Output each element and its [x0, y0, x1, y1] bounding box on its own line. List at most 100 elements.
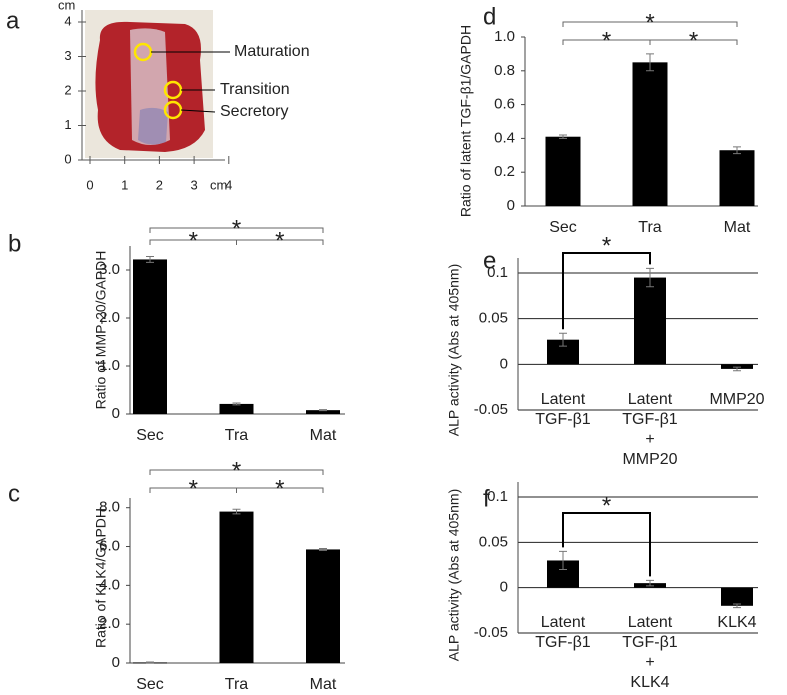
y-tick-label: -0.05: [474, 401, 508, 418]
y-tick-label: 0.1: [487, 488, 508, 505]
significance-mark: *: [189, 475, 198, 502]
significance-mark: *: [689, 27, 698, 54]
ruler-label: 3: [190, 177, 197, 192]
bar: [545, 136, 581, 206]
error-bar: [559, 134, 567, 139]
x-tick-label: Tra: [225, 676, 249, 693]
bar: [306, 549, 340, 663]
photo-panel: a Maturation Transition Secretory cm cm: [6, 0, 310, 192]
bar: [721, 587, 753, 606]
significance-mark: *: [602, 492, 611, 519]
y-axis-label: Ratio of KLK4/GAPDH: [93, 508, 109, 648]
significance-bracket: [649, 39, 738, 45]
ruler-label: 1: [64, 117, 71, 132]
panel-label: b: [8, 230, 21, 257]
y-tick-label: 0: [112, 654, 120, 671]
error-bar: [646, 579, 654, 587]
x-tick-label: Sec: [549, 219, 577, 236]
y-tick-label: 0.05: [479, 310, 508, 327]
x-tick-label: Latent TGF-β1 + KLK4: [622, 614, 678, 691]
x-tick-label: Latent TGF-β1: [535, 614, 591, 651]
y-tick-label: 6.0: [99, 537, 120, 554]
region-label: Secretory: [220, 103, 288, 120]
x-tick-label: Mat: [724, 219, 751, 236]
error-bar: [319, 547, 327, 551]
y-tick-label: 0.05: [479, 533, 508, 550]
y-tick-label: 1.0: [99, 357, 120, 374]
panel-label: e: [483, 247, 496, 274]
error-bar: [146, 256, 154, 263]
region-label: Transition: [220, 81, 290, 98]
y-axis-label: ALP activity (Abs at 405nm): [446, 489, 462, 661]
significance-bracket: [562, 21, 738, 27]
ruler-label: 0: [86, 177, 93, 192]
significance-mark: *: [602, 27, 611, 54]
y-tick-label: 0: [507, 197, 515, 214]
error-bar: [559, 332, 567, 347]
ruler-label: 4: [64, 13, 71, 28]
significance-mark: *: [645, 9, 654, 36]
y-tick-label: 0.8: [494, 62, 515, 79]
significance-mark: *: [232, 215, 241, 242]
significance-mark: *: [275, 227, 284, 254]
bar: [719, 150, 755, 206]
significance-mark: *: [602, 232, 611, 259]
significance-bracket: [562, 252, 651, 330]
ruler-label: 4: [225, 177, 232, 192]
bar: [306, 410, 340, 414]
panel-label: a: [6, 7, 20, 34]
panel-label: c: [8, 480, 20, 507]
ruler-label: 3: [64, 48, 71, 63]
y-tick-label: 2.0: [99, 615, 120, 632]
significance-mark: *: [232, 457, 241, 484]
y-tick-label: 0.2: [494, 163, 515, 180]
ruler-label: 2: [64, 82, 71, 97]
error-bar: [733, 366, 741, 372]
bar: [219, 511, 254, 663]
ruler-label: 2: [156, 177, 163, 192]
panel-label: f: [483, 485, 490, 512]
x-tick-label: Latent TGF-β1 + MMP20: [622, 391, 678, 468]
x-tick-label: KLK4: [717, 614, 756, 631]
x-tick-label: Mat: [310, 676, 337, 693]
y-tick-label: -0.05: [474, 624, 508, 641]
y-tick-label: 0: [112, 405, 120, 422]
bar: [133, 259, 167, 414]
error-bar: [232, 402, 241, 406]
error-bar: [146, 661, 154, 664]
y-tick-label: 4.0: [99, 576, 120, 593]
x-tick-label: Mat: [310, 427, 337, 444]
x-tick-label: Latent TGF-β1: [535, 391, 591, 428]
panel-label: d: [483, 3, 496, 30]
ruler-label: 1: [121, 177, 128, 192]
y-tick-label: 3.0: [99, 261, 120, 278]
x-tick-label: MMP20: [709, 391, 764, 408]
error-bar: [733, 146, 741, 155]
x-tick-label: Sec: [136, 427, 164, 444]
significance-bracket: [562, 512, 651, 577]
x-tick-label: Tra: [638, 219, 662, 236]
y-tick-label: 0.4: [494, 129, 515, 146]
ruler-label: 0: [64, 151, 71, 166]
y-axis-label: Ratio of MMP-20/GAPDH: [93, 251, 109, 410]
significance-bracket: [236, 239, 324, 245]
y-axis-label: ALP activity (Abs at 405nm): [446, 264, 462, 436]
significance-mark: *: [275, 475, 284, 502]
bar: [634, 277, 666, 365]
y-tick-label: 2.0: [99, 309, 120, 326]
secretory-tissue: [138, 107, 168, 145]
ruler-unit: cm: [58, 0, 75, 12]
error-bar: [559, 550, 567, 571]
ruler-unit: cm: [210, 177, 227, 192]
bar: [219, 403, 254, 414]
region-label: Maturation: [234, 43, 310, 60]
error-bar: [232, 508, 241, 515]
error-bar: [733, 603, 741, 609]
y-tick-label: 0: [500, 579, 508, 596]
y-tick-label: 1.0: [494, 28, 515, 45]
y-axis-label: Ratio of latent TGF-β1/GAPDH: [458, 25, 474, 217]
leader-line: [180, 109, 216, 113]
significance-mark: *: [189, 227, 198, 254]
y-tick-label: 0.6: [494, 96, 515, 113]
